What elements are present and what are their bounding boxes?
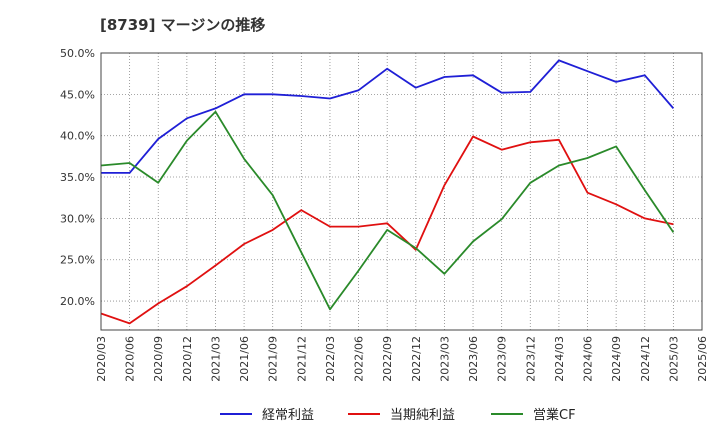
grid	[101, 53, 702, 330]
x-tick-label: 2023/12	[524, 336, 537, 382]
x-tick-label: 2022/06	[353, 336, 366, 382]
plot-frame	[100, 52, 703, 331]
x-tick-label: 2024/06	[582, 336, 595, 382]
series-line-2	[100, 110, 675, 311]
legend-label-1: 当期純利益	[390, 408, 455, 423]
x-tick-label: 2024/09	[610, 336, 623, 382]
y-tick-label: 25.0%	[60, 254, 95, 267]
x-tick-label: 2021/09	[267, 336, 280, 382]
x-tick-label: 2020/03	[95, 336, 108, 382]
x-tick-label: 2021/06	[238, 336, 251, 382]
x-tick-label: 2020/06	[124, 336, 137, 382]
y-tick-label: 40.0%	[60, 130, 95, 143]
x-tick-label: 2025/06	[696, 336, 709, 382]
x-tick-label: 2025/03	[667, 336, 680, 382]
y-tick-label: 35.0%	[60, 171, 95, 184]
x-tick-label: 2020/09	[152, 336, 165, 382]
legend: 経常利益 当期純利益 営業CF	[220, 407, 576, 423]
series-line-0	[101, 59, 675, 174]
y-tick-label: 50.0%	[60, 47, 95, 60]
y-axis-ticks: 20.0% 25.0% 30.0% 35.0% 40.0% 45.0% 50.0%	[60, 47, 95, 308]
x-tick-label: 2023/06	[467, 336, 480, 382]
legend-label-2: 営業CF	[533, 407, 576, 423]
chart-title: [8739] マージンの推移	[100, 16, 266, 34]
x-tick-label: 2023/09	[496, 336, 509, 382]
legend-label-0: 経常利益	[262, 408, 314, 423]
series-lines	[100, 59, 675, 325]
y-tick-label: 45.0%	[60, 88, 95, 101]
x-tick-label: 2021/12	[295, 336, 308, 382]
x-tick-label: 2023/03	[438, 336, 451, 382]
x-tick-label: 2022/09	[381, 336, 394, 382]
x-axis-ticks: 2020/03 2020/06 2020/09 2020/12 2021/03 2021/…	[95, 336, 709, 382]
x-tick-label: 2024/03	[553, 336, 566, 382]
y-tick-label: 30.0%	[60, 212, 95, 225]
series-line-1	[100, 135, 674, 325]
x-tick-label: 2022/12	[410, 336, 423, 382]
x-tick-label: 2022/03	[324, 336, 337, 382]
x-tick-label: 2024/12	[639, 336, 652, 382]
x-tick-label: 2021/03	[209, 336, 222, 382]
x-tick-label: 2020/12	[181, 336, 194, 382]
y-tick-label: 20.0%	[60, 295, 95, 308]
